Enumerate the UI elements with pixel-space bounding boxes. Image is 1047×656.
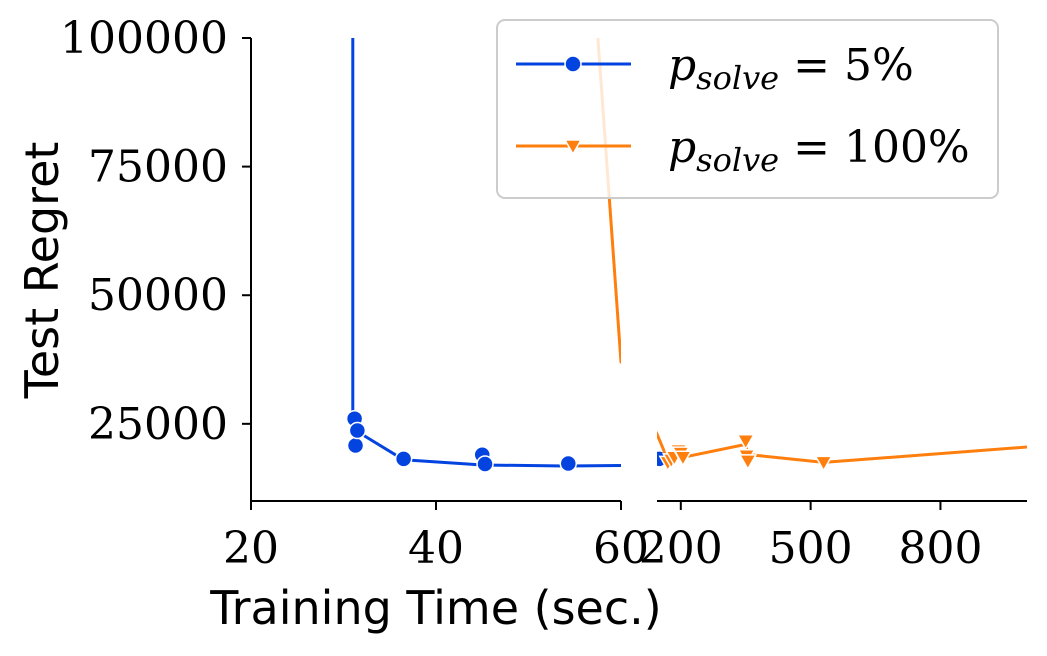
legend: psolve = 5% psolve = 100% [496, 19, 999, 199]
x-axis-title: Training Time (sec.) [209, 581, 661, 635]
data-point-psolve-5-right [606, 447, 622, 463]
x-tick-label-left: 20 [223, 523, 279, 574]
x-tick-label-left: 60 [593, 523, 649, 574]
x-tick-label-left: 40 [408, 523, 464, 574]
data-point-psolve-5-left [476, 455, 494, 473]
data-point-psolve-5-right [606, 456, 622, 472]
data-point-psolve-5-right [600, 437, 616, 453]
y-tick-label: 25000 [88, 399, 228, 450]
data-point-psolve-100-right [673, 450, 693, 467]
plot-left [345, 37, 621, 473]
x-tick-label-right: 800 [898, 523, 982, 574]
legend-label-psolve-5: psolve = 5% [668, 40, 914, 97]
data-point-psolve-5-right [600, 423, 616, 439]
data-point-psolve-5-left [394, 450, 413, 468]
x-tick-label-right: 500 [769, 523, 853, 574]
y-tick-label: 75000 [88, 142, 228, 193]
data-point-psolve-100-right [736, 434, 756, 451]
y-axis-title: Test Regret [15, 142, 69, 400]
legend-marker-psolve-5 [564, 55, 582, 73]
data-point-psolve-5-left [559, 454, 578, 473]
legend-label-psolve-100: psolve = 100% [668, 122, 970, 179]
data-point-psolve-5-right [610, 455, 626, 471]
legend-marker-psolve-100 [563, 139, 583, 156]
data-point-psolve-100-right [738, 454, 758, 471]
data-point-psolve-100-right [814, 455, 833, 472]
data-point-psolve-5-left [346, 436, 365, 455]
y-tick-label: 100000 [60, 13, 228, 64]
data-point-psolve-5-right [600, 411, 616, 427]
plot-right [600, 411, 1027, 472]
y-tick-label: 50000 [88, 270, 228, 321]
data-point-psolve-5-left [348, 421, 367, 440]
x-tick-label-right: 200 [639, 523, 723, 574]
